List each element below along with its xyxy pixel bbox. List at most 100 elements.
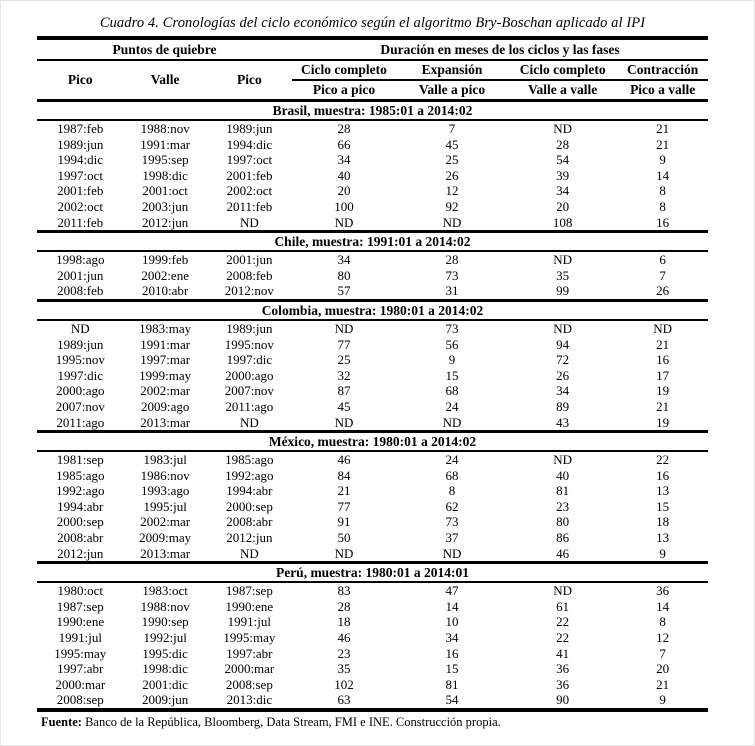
table-cell: 2009:may [139,530,192,546]
table-cell: 1987:sep [56,598,104,614]
table-cell: 80 [337,267,351,283]
section-header-row: Brasil, muestra: 1985:01 a 2014:02 [37,99,708,121]
table-cell: 43 [556,414,570,430]
table-cell: 1998:ago [56,252,105,268]
table-cell: 15 [445,661,459,677]
table-row: 2000:sep 2002:mar 2008:abr 91 73 80 18 [37,514,708,530]
table-row: 1998:ago 1999:feb 2001:jun 34 28 ND 6 [37,251,708,268]
table-cell: 2001:jun [57,267,104,283]
subheader-top-row: Pico Valle Pico Ciclo completo Expansión… [37,60,708,102]
table-cell: 1987:sep [225,583,273,599]
table-title: Cuadro 4. Cronologías del ciclo económic… [99,15,646,31]
section-header-row: Colombia, muestra: 1980:01 a 2014:02 [37,298,708,321]
table-cell: 45 [445,136,459,152]
table-cell: 1997:dic [226,352,273,368]
table-row: 1991:jul 1992:jul 1995:may 46 34 22 12 [37,630,708,646]
table-cell: 14 [445,598,459,614]
table-cell: 17 [656,367,670,383]
table-cell: 2007:nov [55,398,105,414]
table-cell: 9 [448,352,456,368]
table-cell: 73 [445,320,459,336]
table-cell: 1998:dic [142,661,188,677]
table-cell: 7 [448,121,456,136]
table-cell: 1994:dic [57,152,104,168]
section-header: Perú, muestra: 1980:01 a 2014:01 [37,561,708,584]
table-cell: 1994:abr [226,483,273,499]
col-header-pico-a-valle: Pico a valle [617,80,708,102]
table-row: 2011:feb 2012:jun ND ND ND 108 16 [37,215,708,232]
table-cell: ND [239,545,259,561]
table-cell: 9 [659,545,666,561]
table-cell: 41 [556,645,570,661]
table-cell: 2008:sep [225,676,273,692]
table-cell: 21 [656,676,670,692]
group-header-durations: Duración en meses de los ciclos y las fa… [291,38,708,61]
table-row: 1980:oct 1983:oct 1987:sep 83 47 ND 36 [37,582,708,599]
table-cell: 46 [337,452,351,468]
table-row: 1995:may 1995:dic 1997:abr 23 16 41 7 [37,646,708,662]
table-cell: 9 [659,152,666,168]
table-cell: 26 [445,167,459,183]
table-row: 1997:dic 1999:may 2000:ago 32 15 26 17 [37,368,708,384]
table-cell: 1995:sep [141,152,189,168]
table-cell: 1983:oct [142,583,188,599]
table-cell: 1990:ene [56,614,105,630]
table-cell: 34 [556,383,570,399]
table-cell: 2008:feb [226,267,273,283]
group-header-breakpoints: Puntos de quiebre [37,38,292,61]
table-cell: 19 [656,383,670,399]
col-header-valle: Valle [123,60,207,102]
table-cell: 26 [556,367,570,383]
table-cell: 2001:dic [142,676,188,692]
table-cell: 28 [337,121,351,136]
table-cell: 2001:jun [226,252,273,268]
table-cell: 2008:abr [57,530,104,546]
table-cell: 2002:mar [140,383,191,399]
table-cell: 47 [445,583,459,599]
table-cell: 2008:sep [56,692,104,708]
table-cell: 22 [656,452,670,468]
section-header: México, muestra: 1980:01 a 2014:02 [37,430,708,453]
table-cell: ND [334,320,354,336]
table-cell: 1994:abr [57,498,104,514]
table-cell: 62 [445,498,459,514]
table-row: 2008:abr 2009:may 2012:jun 50 37 86 13 [37,530,708,546]
table-row: 1995:nov 1997:mar 1997:dic 25 9 72 16 [37,352,708,368]
col-header-pico-a-pico: Pico a pico [291,80,396,102]
table-cell: 1983:jul [143,452,187,468]
table-cell: ND [334,545,354,561]
table-cell: ND [553,121,573,136]
table-row: 1989:jun 1991:mar 1994:dic 66 45 28 21 [37,137,708,153]
table-cell: 1992:ago [225,467,274,483]
table-cell: 28 [556,136,570,152]
table-cell: 28 [337,598,351,614]
table-cell: 2001:oct [142,183,188,199]
table-cell: 21 [337,483,351,499]
table-cell: 12 [656,630,670,646]
table-cell: 87 [337,383,351,399]
table-cell: 1995:nov [55,352,105,368]
table-cell: 1992:jul [143,630,187,646]
table-cell: 1986:nov [140,467,190,483]
table-cell: 1997:oct [226,152,273,168]
table-cell: 1997:dic [57,367,104,383]
table-cell: 1994:dic [226,136,273,152]
col-header-ciclo-completo-2: Ciclo completo [508,60,618,81]
table-cell: ND [553,583,573,599]
table-cell: 1981:sep [56,452,104,468]
table-cell: 1980:oct [57,583,104,599]
table-cell: ND [442,545,462,561]
table-cell: ND [442,214,462,230]
table-cell: 23 [337,645,351,661]
table-cell: 2000:mar [55,676,106,692]
table-row: 1990:ene 1990:sep 1991:jul 18 10 22 8 [37,614,708,630]
table-row: 1997:abr 1998:dic 2000:mar 35 15 36 20 [37,661,708,677]
table-cell: 61 [556,598,570,614]
col-header-valle-a-valle: Valle a valle [508,80,618,102]
table-cell: 1988:nov [140,121,190,136]
table-cell: 46 [337,630,351,646]
table-row: 1997:oct 1998:dic 2001:feb 40 26 39 14 [37,168,708,184]
table-cell: 90 [556,692,570,708]
col-header-pico-2: Pico [206,60,292,102]
